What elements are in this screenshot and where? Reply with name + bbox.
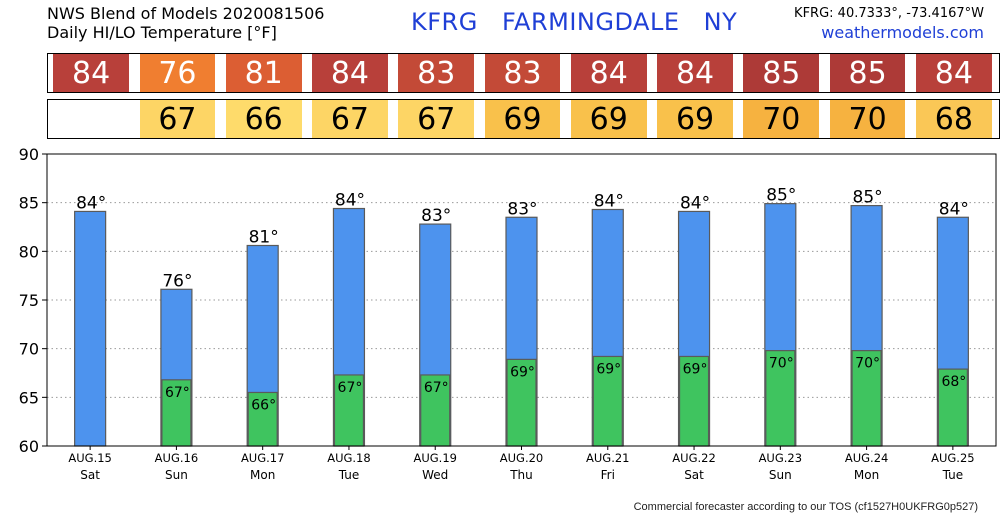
low-temp-bar — [851, 350, 882, 447]
low-temp-cell: 69 — [484, 100, 561, 138]
low-temp-data-label: 67° — [165, 385, 190, 401]
low-temp-data-label: 70° — [855, 356, 880, 372]
y-tick-label: 70 — [19, 340, 39, 359]
low-temp-bar — [765, 350, 796, 447]
low-temp-cell — [53, 100, 129, 138]
x-tick-label-weekday: Tue — [338, 468, 360, 482]
high-temp-data-label: 83° — [507, 199, 537, 219]
low-temp-cell: 68 — [915, 100, 992, 138]
low-temp-cell: 66 — [225, 100, 302, 138]
x-tick-label-weekday: Sat — [80, 468, 100, 482]
x-tick-label-weekday: Thu — [509, 468, 533, 482]
x-tick-label-date: AUG.16 — [155, 451, 198, 465]
x-tick-label-weekday: Mon — [854, 468, 879, 482]
low-temp-data-label: 68° — [941, 374, 966, 390]
y-tick-label: 60 — [19, 437, 39, 456]
low-temp-cell: 70 — [829, 100, 906, 138]
x-tick-label-date: AUG.20 — [500, 451, 543, 465]
high-temp-data-label: 84° — [76, 193, 106, 213]
y-tick-label: 75 — [19, 291, 39, 310]
y-tick-label: 90 — [19, 145, 39, 164]
x-tick-label-date: AUG.19 — [413, 451, 456, 465]
x-tick-label-weekday: Tue — [942, 468, 964, 482]
chart-title: NWS Blend of Models 2020081506 — [47, 4, 325, 23]
low-temp-bar — [937, 368, 968, 447]
x-tick-label-weekday: Mon — [250, 468, 275, 482]
high-temp-cell: 83 — [398, 54, 475, 92]
x-tick-label-date: AUG.17 — [241, 451, 284, 465]
low-temperature-strip: 67 66 67 67 69 69 69 70 70 68 — [47, 99, 1000, 139]
low-temp-data-label: 69° — [596, 361, 621, 377]
x-tick-label-date: AUG.23 — [759, 451, 802, 465]
low-temp-data-label: 66° — [251, 397, 276, 413]
high-temp-cell: 84 — [657, 54, 733, 92]
low-temp-cell: 67 — [139, 100, 216, 138]
low-temp-bar — [592, 355, 623, 447]
high-temp-cell: 85 — [829, 54, 906, 92]
temperature-bar-chart: 84° 76° 81° 84° 83° 83° 84° 84° 85° 85° 84° 67° 66° 6… — [19, 145, 997, 482]
low-temp-data-label: 67° — [424, 380, 449, 396]
low-temp-data-label: 67° — [338, 380, 363, 396]
x-tick-label-date: AUG.24 — [845, 451, 888, 465]
x-tick-label-date: AUG.22 — [672, 451, 715, 465]
high-temp-cell: 84 — [915, 54, 992, 92]
low-temp-bar — [161, 379, 192, 447]
high-temp-data-label: 83° — [421, 206, 451, 226]
high-temp-cell: 76 — [139, 54, 216, 92]
low-temp-bar — [678, 355, 710, 447]
low-temp-bar — [506, 358, 537, 447]
high-temperature-strip: 84 76 81 84 83 83 84 84 85 85 84 — [47, 53, 1000, 93]
y-tick-label: 85 — [19, 194, 39, 213]
low-temp-cell: 69 — [570, 100, 647, 138]
high-temp-cell: 84 — [53, 54, 130, 92]
high-temp-data-label: 84° — [680, 193, 710, 213]
x-tick-label-weekday: Sun — [165, 468, 188, 482]
station-name: KFRG FARMINGDALE NY — [411, 8, 738, 36]
low-temp-data-label: 69° — [683, 361, 708, 377]
high-temp-data-label: 84° — [939, 199, 969, 219]
x-tick-label-weekday: Sat — [684, 468, 704, 482]
x-tick-label-date: AUG.15 — [68, 451, 111, 465]
high-temp-cell: 83 — [484, 54, 561, 92]
low-temp-bar — [420, 374, 451, 447]
high-temp-data-label: 84° — [335, 191, 365, 211]
website-link[interactable]: weathermodels.com — [821, 23, 984, 42]
chart-subtitle: Daily HI/LO Temperature [°F] — [47, 23, 277, 42]
low-temp-cell: 70 — [743, 100, 820, 138]
footer-note: Commercial forecaster according to our T… — [633, 501, 978, 513]
low-temp-bar — [333, 374, 365, 447]
x-tick-label-date: AUG.25 — [931, 451, 974, 465]
x-tick-label-date: AUG.18 — [327, 451, 370, 465]
high-temp-data-label: 85° — [766, 186, 796, 206]
low-temp-cell: 67 — [398, 100, 475, 138]
low-temp-cell: 69 — [657, 100, 733, 138]
station-coordinates: KFRG: 40.7333°, -73.4167°W — [794, 6, 984, 21]
x-tick-label-weekday: Sun — [769, 468, 792, 482]
x-tick-label-weekday: Wed — [422, 468, 448, 482]
low-temp-cell: 67 — [312, 100, 388, 138]
high-temp-cell: 84 — [570, 54, 647, 92]
y-tick-label: 65 — [19, 388, 39, 407]
high-temp-data-label: 84° — [594, 191, 624, 211]
x-tick-label-date: AUG.21 — [586, 451, 629, 465]
high-temp-bar — [74, 210, 107, 447]
low-temp-data-label: 70° — [769, 356, 794, 372]
high-temp-data-label: 85° — [853, 188, 883, 208]
low-temp-data-label: 69° — [510, 364, 535, 380]
high-temp-cell: 84 — [312, 54, 388, 92]
high-temp-data-label: 76° — [162, 271, 192, 291]
high-temp-cell: 85 — [743, 54, 820, 92]
high-temp-cell: 81 — [225, 54, 302, 92]
x-tick-label-weekday: Fri — [601, 468, 615, 482]
y-tick-label: 80 — [19, 242, 39, 261]
high-temp-data-label: 81° — [249, 227, 279, 247]
